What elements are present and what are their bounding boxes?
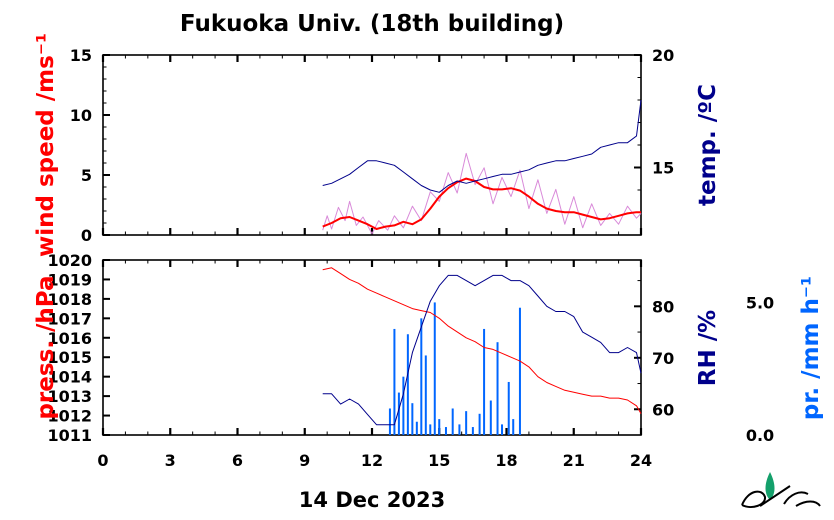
precip-bar [489, 400, 492, 435]
precip-bar [402, 376, 405, 435]
precip-bar [438, 419, 441, 435]
top-y-right-label: temp. /ºC [695, 84, 721, 206]
bottom-y-left-tick-label: 1019 [47, 270, 92, 289]
precip-bar [388, 408, 391, 435]
x-tick-label: 21 [563, 451, 585, 470]
x-tick-label: 18 [495, 451, 517, 470]
bottom-y-left-tick-label: 1011 [47, 426, 92, 445]
x-tick-label: 9 [299, 451, 310, 470]
x-tick-label: 0 [97, 451, 108, 470]
top-y-left-tick-label: 10 [70, 106, 92, 125]
bottom-y-left-tick-label: 1015 [47, 348, 92, 367]
precip-bar [424, 355, 427, 435]
precip-bar [483, 328, 486, 435]
precip-bar [496, 342, 499, 435]
caes-logo [741, 472, 821, 508]
chart-title: Fukuoka Univ. (18th building) [180, 11, 564, 37]
precip-bar [420, 318, 423, 435]
top-panel-wind-temperature: 0 5 10 15 15 20 wind speed /ms⁻¹ temp. /ºC [33, 33, 721, 257]
top-y-left-tick-label: 0 [81, 226, 92, 245]
precip-bar [507, 381, 510, 435]
precip-bar [429, 424, 432, 435]
precip-axis-label: pr. /mm h⁻¹ [798, 276, 824, 420]
precip-bar [433, 302, 436, 435]
precip-bar [451, 408, 454, 435]
precip-bar [465, 411, 468, 435]
precip-bar [478, 413, 481, 435]
bottom-y-right-tick-label: 60 [652, 400, 674, 419]
bottom-plot-frame [102, 259, 642, 436]
precip-bar [406, 334, 409, 435]
bottom-y-left-tick-label: 1014 [47, 368, 92, 387]
precip-bar [411, 403, 414, 435]
precip-bar [518, 307, 521, 435]
precip-bar [393, 328, 396, 435]
bottom-y-left-tick-label: 1013 [47, 387, 92, 406]
precip-bar [458, 424, 461, 435]
precip-bar [415, 421, 418, 435]
x-tick-label: 6 [232, 451, 243, 470]
x-axis-date-label: 14 Dec 2023 [299, 488, 445, 512]
bottom-y-right-label: RH /% [695, 310, 721, 386]
top-y-right-tick-label: 20 [652, 46, 674, 65]
bottom-y-left-tick-label: 1018 [47, 290, 92, 309]
bottom-panel-pressure-humidity-precip: 0 3 6 9 12 15 18 21 2410111012101310141015101610… [33, 251, 824, 470]
bottom-y-left-tick-label: 1020 [47, 251, 92, 270]
bottom-y-right-tick-label: 80 [652, 297, 674, 316]
precip-bar [501, 424, 504, 435]
top-y-right-tick-label: 15 [652, 159, 674, 178]
bottom-y-right-tick-label: 70 [652, 349, 674, 368]
temp-series-line [322, 99, 642, 193]
precip-bar [444, 427, 447, 435]
x-tick-label: 3 [165, 451, 176, 470]
rh-series-line [322, 274, 642, 426]
precip-tick-label: 5.0 [746, 293, 774, 312]
bottom-y-left-tick-label: 1012 [47, 407, 92, 426]
top-y-left-tick-label: 15 [70, 46, 92, 65]
bottom-y-left-tick-label: 1016 [47, 329, 92, 348]
press-series-line [322, 267, 642, 414]
mean-series-line [322, 177, 641, 230]
bottom-y-left-tick-label: 1017 [47, 309, 92, 328]
x-tick-label: 15 [428, 451, 450, 470]
top-y-left-tick-label: 5 [81, 166, 92, 185]
x-tick-label: 24 [630, 451, 652, 470]
precip-bar [397, 392, 400, 435]
precip-tick-label: 0.0 [746, 426, 774, 445]
raw-series-line [322, 152, 642, 235]
precip-bar [512, 419, 515, 435]
top-y-left-label: wind speed /ms⁻¹ [33, 33, 59, 257]
x-tick-label: 12 [361, 451, 383, 470]
bottom-y-left-label: press. /hPa [33, 275, 59, 419]
precip-bar [471, 427, 474, 435]
